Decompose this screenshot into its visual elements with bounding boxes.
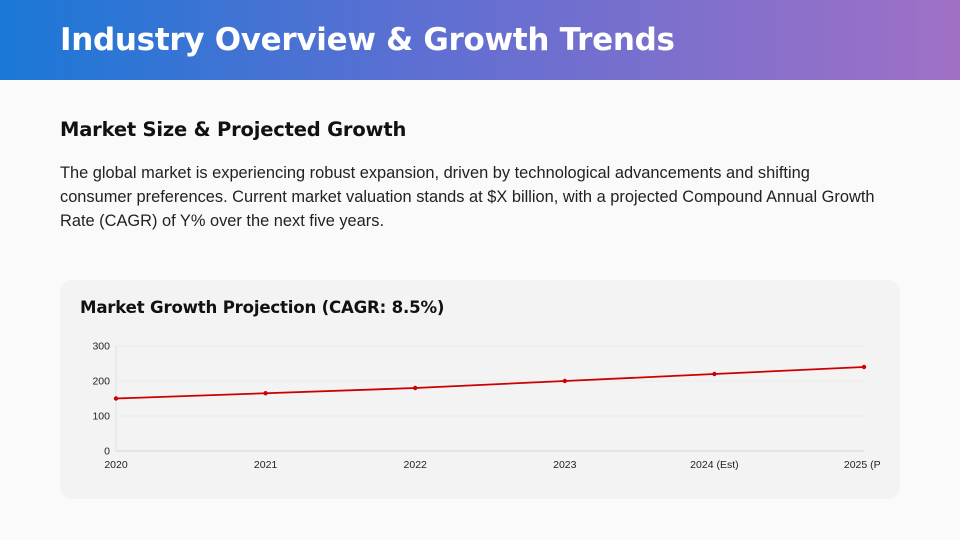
- series-line: [115, 366, 865, 400]
- data-point: [413, 385, 418, 391]
- data-point: [113, 396, 119, 401]
- y-tick-label: 100: [92, 411, 110, 423]
- chart-card: Market Growth Projection (CAGR: 8.5%) 0 1…: [60, 280, 900, 499]
- y-tick-label: 300: [92, 341, 110, 353]
- section-title: Market Size & Projected Growth: [60, 118, 407, 141]
- x-tick-label: 2020: [104, 459, 128, 471]
- header-banner: Industry Overview & Growth Trends: [0, 0, 960, 80]
- chart-title: Market Growth Projection (CAGR: 8.5%): [80, 298, 445, 317]
- data-point: [562, 378, 567, 384]
- section-body: The global market is experiencing robust…: [60, 164, 875, 230]
- data-point: [861, 364, 867, 370]
- data-point: [712, 371, 717, 377]
- x-tick-label: 2022: [404, 459, 428, 471]
- x-tick-label: 2021: [254, 459, 278, 471]
- page-title: Industry Overview & Growth Trends: [60, 22, 675, 58]
- y-tick-label: 0: [104, 446, 110, 458]
- x-tick-label: 2023: [553, 459, 577, 471]
- data-point: [263, 391, 268, 396]
- line-chart: 0 100 200 300 2020 2021 2022 2023 2024 (Est) 2025…: [92, 341, 885, 472]
- y-tick-label: 200: [92, 376, 110, 388]
- x-tick-label: 2025 (Pr: [844, 459, 885, 471]
- x-tick-label: 2024 (Est): [690, 459, 738, 471]
